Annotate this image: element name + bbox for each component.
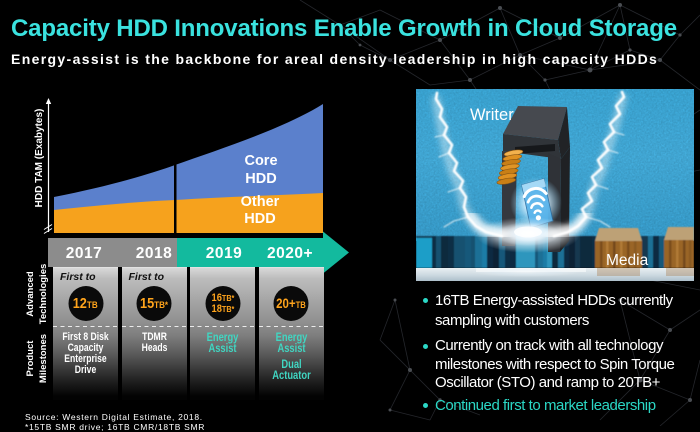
svg-text:2018: 2018 (136, 245, 172, 262)
svg-text:2020+: 2020+ (267, 245, 313, 262)
svg-text:HDD: HDD (245, 171, 276, 187)
svg-text:Advanced: Advanced (25, 271, 36, 317)
svg-text:Other: Other (241, 194, 280, 210)
svg-text:HDD: HDD (244, 211, 275, 227)
svg-text:HDD TAM (Exabytes): HDD TAM (Exabytes) (34, 109, 45, 208)
svg-text:Technologies: Technologies (38, 264, 49, 325)
svg-text:Media: Media (606, 252, 649, 269)
svg-text:Writer: Writer (470, 106, 514, 124)
svg-text:2019: 2019 (206, 245, 242, 262)
svg-text:Core: Core (244, 153, 277, 169)
svg-text:2017: 2017 (66, 245, 102, 262)
svg-text:Product: Product (25, 340, 36, 377)
svg-text:Milestones: Milestones (38, 334, 49, 383)
